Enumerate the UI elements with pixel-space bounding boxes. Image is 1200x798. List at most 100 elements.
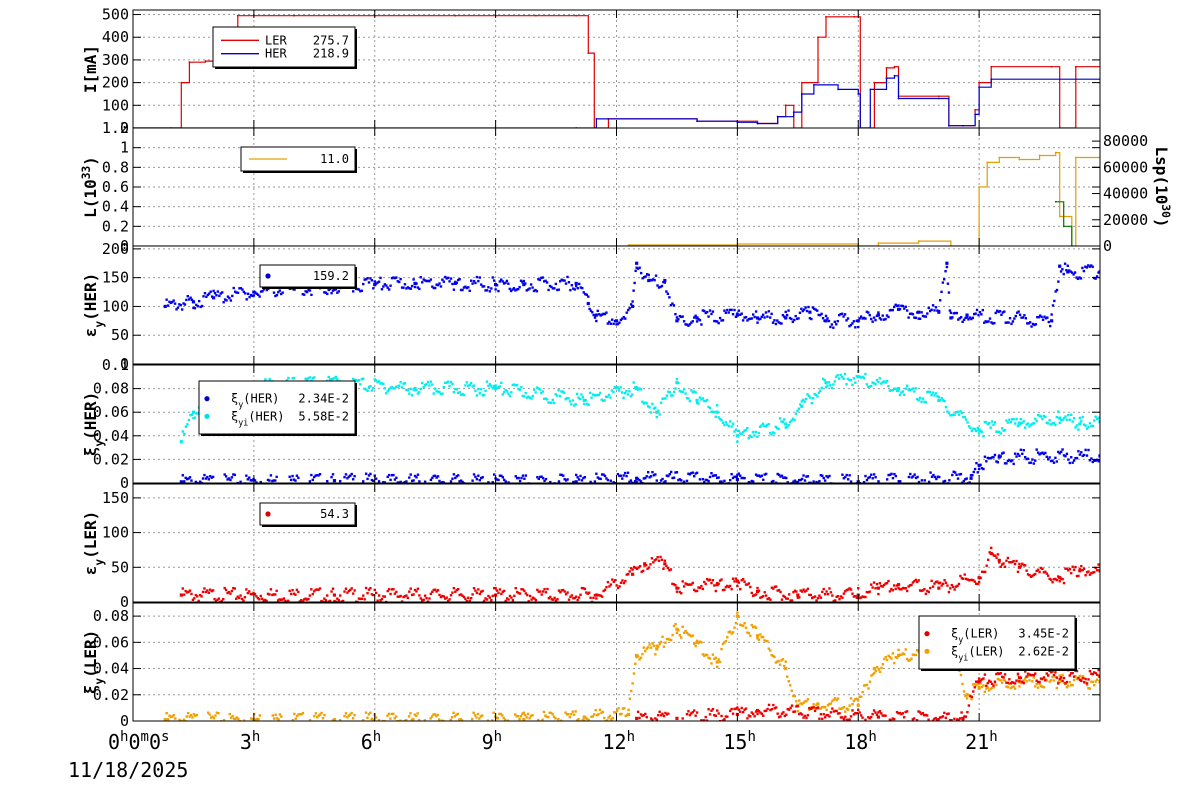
series-4-2-dot	[746, 426, 749, 430]
series-4-2-dot	[638, 387, 641, 390]
series-5-1-dot	[307, 597, 310, 601]
series-4-1-dot	[948, 479, 951, 482]
series-6-2-dot	[664, 711, 667, 715]
series-6-1-dot	[862, 684, 866, 687]
series-6-1-dot	[838, 707, 841, 710]
series-6-1-dot	[681, 625, 684, 628]
series-6-1-dot	[551, 713, 554, 716]
series-5-1-dot	[759, 596, 762, 599]
series-5-1-dot	[914, 578, 918, 582]
series-3-1-dot	[464, 285, 467, 288]
series-3-1-dot	[698, 318, 702, 322]
series-5-1-dot	[468, 599, 471, 602]
series-3-1-dot	[954, 311, 957, 315]
series-6-2-dot	[1046, 674, 1050, 677]
series-4-1-dot	[1057, 450, 1060, 454]
series-4-1-dot	[317, 474, 320, 477]
series-5-1-dot	[524, 592, 528, 595]
series-4-1-dot	[733, 475, 736, 478]
series-3-1-dot	[991, 322, 995, 325]
series-4-2-dot	[726, 423, 729, 426]
series-1-1-point	[784, 104, 787, 107]
series-4-2-dot	[797, 407, 801, 410]
series-6-1-dot	[979, 682, 982, 685]
series-5-1-dot	[893, 584, 896, 587]
series-6-1-dot	[305, 725, 307, 727]
series-3-1-dot	[308, 289, 312, 292]
series-6-1-dot	[595, 713, 599, 717]
series-4-2-dot	[937, 395, 941, 399]
series-5-1-dot	[577, 596, 581, 599]
series-5-1-dot	[1095, 569, 1099, 572]
series-3-1-dot	[482, 285, 486, 288]
series-5-1-dot	[832, 599, 835, 602]
series-3-1-dot	[944, 270, 947, 273]
series-4-2-dot	[195, 412, 198, 415]
series-5-1-dot	[674, 583, 677, 587]
series-4-2-dot	[591, 393, 595, 396]
series-6-2-dot	[874, 711, 877, 714]
series-4-1-dot	[711, 474, 715, 478]
xtick-label: 15h	[723, 729, 756, 754]
series-6-2-dot	[766, 707, 769, 711]
series-5-1-dot	[754, 593, 758, 596]
series-4-2-dot	[744, 429, 748, 432]
series-4-1-dot	[576, 476, 579, 479]
series-3-1-dot	[301, 293, 305, 296]
series-3-1-dot	[975, 308, 979, 312]
series-6-1-dot	[990, 686, 994, 690]
series-4-1-dot	[203, 473, 206, 477]
series-6-1-dot	[903, 652, 906, 656]
series-3-1-dot	[949, 311, 953, 315]
series-4-1-point	[997, 455, 1001, 459]
series-4-1-dot	[602, 473, 605, 476]
series-3-1-dot	[911, 313, 915, 316]
series-6-1-dot	[1091, 680, 1095, 684]
series-5-1-dot	[726, 584, 729, 588]
series-5-1-dot	[439, 595, 443, 599]
series-4-2-dot	[494, 384, 497, 387]
series-5-1-dot	[518, 592, 522, 595]
series-4-2-dot	[900, 391, 903, 394]
series-6-2-dot	[832, 710, 835, 713]
series-4-1-dot	[639, 480, 643, 483]
series-4-2-dot	[558, 394, 562, 398]
series-4-1-dot	[487, 481, 490, 483]
series-4-2-dot	[864, 372, 867, 376]
series-4-2-dot	[927, 390, 930, 393]
series-3-1-dot	[1031, 322, 1035, 326]
series-4-1-dot	[842, 477, 846, 480]
series-3-1-dot	[619, 318, 623, 322]
series-3-1-dot	[265, 288, 269, 292]
series-6-1-dot	[759, 633, 762, 636]
series-6-1-dot	[861, 690, 864, 694]
series-5-1-dot	[230, 589, 234, 593]
series-3-1-dot	[612, 322, 615, 326]
series-6-1-dot	[893, 661, 896, 665]
series-6-1-dot	[885, 658, 889, 662]
series-6-2-dot	[989, 680, 992, 684]
series-6-1-dot	[452, 711, 455, 714]
series-6-2-dot	[1052, 673, 1056, 677]
series-6-1-dot	[374, 716, 378, 719]
series-4-2-dot	[382, 382, 385, 386]
series-3-1-dot	[635, 266, 638, 269]
series-4-2-dot	[1074, 426, 1077, 429]
series-3-1-dot	[990, 321, 993, 324]
series-6-1-dot	[416, 712, 419, 715]
series-6-1-dot	[730, 632, 733, 635]
series-6-2-dot	[967, 704, 971, 707]
legend-value: 54.3	[320, 507, 349, 521]
series-4-2-dot	[390, 385, 394, 389]
series-3-1-point	[574, 281, 578, 286]
series-6-2-dot	[901, 712, 904, 715]
series-6-1-dot	[427, 725, 429, 727]
series-6-1-dot	[228, 712, 231, 716]
series-5-1-dot	[685, 583, 689, 586]
series-6-1-dot	[169, 715, 173, 719]
series-3-1-dot	[226, 295, 230, 298]
series-4-2-dot	[567, 397, 570, 400]
series-4-1-dot	[1061, 448, 1064, 451]
series-6-1-dot	[1075, 677, 1079, 681]
series-5-1-dot	[741, 578, 745, 581]
